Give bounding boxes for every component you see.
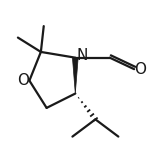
Polygon shape xyxy=(72,58,78,94)
Text: N: N xyxy=(76,48,87,63)
Text: O: O xyxy=(135,62,147,77)
Text: O: O xyxy=(17,73,29,88)
